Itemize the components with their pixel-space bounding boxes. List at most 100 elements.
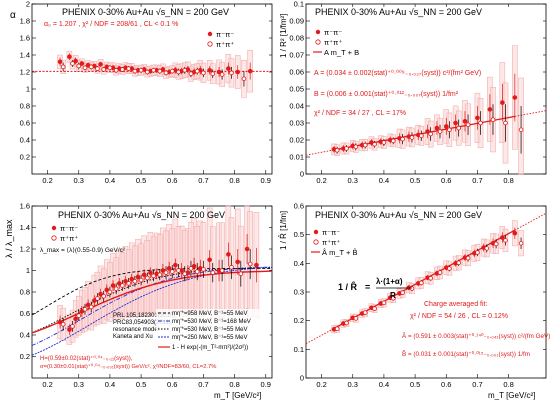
data-point-pippip — [372, 141, 377, 147]
data-point-pippip — [437, 129, 443, 134]
y-axis-label: α — [10, 10, 16, 21]
data-point-pippip — [120, 283, 125, 288]
x-axis-label: m_T [GeV/c²] — [214, 391, 261, 400]
data-point-pimpim — [475, 115, 480, 121]
y-tick-label: 0.4 — [20, 136, 30, 145]
data-point-pippip — [82, 306, 88, 312]
data-point-pippip — [163, 270, 169, 275]
y-tick-label: 0.01 — [289, 153, 304, 162]
x-axis-label: m_T [GeV/c²] — [488, 391, 535, 400]
data-point-pippip — [419, 280, 424, 286]
data-point-pimpim — [79, 61, 85, 66]
data-point-pippip — [344, 146, 349, 151]
y-tick-label: 0.04 — [289, 102, 304, 111]
x-tick-label: 0.4 — [105, 176, 115, 185]
y-axis-label: 1 / R̂ [1/fm] — [279, 211, 288, 250]
legend-marker-open — [315, 39, 321, 45]
panel-title: PHENIX 0-30% Au+Au √s_NN = 200 GeV — [315, 7, 482, 17]
data-point-pippip — [518, 127, 524, 133]
data-point-pippip — [447, 266, 452, 271]
x-tick-label: 0.2 — [316, 380, 326, 389]
y-tick-label: 0.09 — [289, 17, 304, 26]
x-tick-label: 0.7 — [472, 176, 482, 185]
data-point-pippip — [194, 269, 200, 274]
data-point-pimpim — [160, 268, 166, 273]
legend-label-pimpim: π⁻π⁻ — [60, 224, 78, 233]
data-point-pippip — [182, 68, 188, 73]
data-point-pimpim — [207, 257, 212, 263]
y-tick-label: 0.1 — [294, 345, 304, 354]
data-point-pimpim — [207, 68, 212, 73]
data-point-pimpim — [98, 291, 103, 297]
x-tick-label: 0.2 — [42, 380, 52, 389]
data-point-pimpim — [487, 107, 493, 112]
x-tick-label: 0.7 — [198, 176, 208, 185]
data-point-pippip — [132, 278, 138, 284]
y-tick-label: 1.6 — [20, 202, 30, 211]
data-point-pippip — [447, 127, 452, 133]
data-point-pimpim — [500, 235, 505, 240]
data-point-pippip — [241, 76, 247, 82]
x-tick-label: 0.2 — [42, 176, 52, 185]
x-tick-label: 0.5 — [136, 380, 146, 389]
y-tick-label: 0.4 — [294, 259, 304, 268]
y-tick-label: 0.6 — [294, 202, 304, 211]
data-point-pippip — [428, 275, 433, 281]
data-point-pippip — [88, 304, 94, 310]
data-point-pimpim — [512, 230, 518, 236]
data-point-pimpim — [123, 278, 128, 284]
data-point-pimpim — [235, 69, 241, 75]
annotation-a: Â = (0.591 ± 0.003(stat)⁺⁰·¹⁴⁰₋₀.₀₄₁(sys… — [402, 331, 550, 340]
legend-label-fit: Â m_T + B̂ — [322, 248, 358, 257]
data-point-pimpim — [116, 281, 122, 286]
data-point-pippip — [101, 293, 106, 299]
annotation-chi2: χ² / NDF = 34 / 27 , CL = 17% — [314, 110, 406, 117]
x-tick-label: 0.7 — [198, 380, 208, 389]
data-point-pimpim — [443, 124, 449, 129]
x-tick-label: 0.6 — [167, 176, 177, 185]
x-tick-label: 0.5 — [136, 176, 146, 185]
data-point-pippip — [400, 136, 405, 142]
data-point-pippip — [400, 290, 405, 295]
data-point-pippip — [353, 144, 359, 150]
y-tick-label: 0.07 — [289, 51, 304, 60]
data-point-pimpim — [135, 274, 141, 280]
y-tick-label: 0.8 — [20, 288, 30, 297]
y-tick-label: 0.2 — [20, 352, 30, 361]
data-point-pippip — [76, 313, 82, 318]
x-tick-label: 0.4 — [379, 380, 389, 389]
y-tick-label: 0.05 — [289, 85, 304, 94]
data-point-pippip — [503, 120, 508, 126]
data-point-pimpim — [148, 270, 153, 275]
x-tick-label: 0.9 — [261, 176, 271, 185]
reference-line-4: Kaneta and Xu — [113, 334, 153, 340]
x-tick-label: 0.6 — [441, 176, 451, 185]
y-tick-label: 0.03 — [289, 119, 304, 128]
data-point-pippip — [138, 68, 144, 73]
annotation-chi2: χ² / NDF = 54 / 26 , CL = 0.12% — [410, 313, 508, 320]
x-tick-label: 0.6 — [167, 380, 177, 389]
data-point-pippip — [176, 69, 181, 75]
data-point-pimpim — [67, 54, 72, 59]
data-points — [57, 233, 259, 335]
data-point-pimpim — [216, 69, 222, 75]
model-curve-4 — [31, 266, 273, 356]
fit-curve — [31, 270, 273, 334]
data-point-pippip — [428, 131, 433, 137]
data-point-pippip — [132, 68, 138, 74]
data-point-pippip — [194, 68, 200, 74]
legend-marker-open — [207, 41, 213, 47]
data-point-pimpim — [129, 276, 135, 282]
formula-eq: = — [365, 282, 370, 292]
data-point-pippip — [157, 272, 163, 278]
data-point-pippip — [362, 142, 368, 148]
y-tick-label: 1.4 — [20, 51, 30, 60]
y-tick-label: 1 — [26, 266, 30, 275]
data-point-pimpim — [512, 95, 518, 100]
data-point-pimpim — [73, 316, 78, 322]
data-point-pippip — [157, 68, 163, 74]
data-point-pippip — [201, 267, 206, 272]
formula-denominator: R — [390, 291, 396, 300]
data-points — [57, 53, 253, 87]
